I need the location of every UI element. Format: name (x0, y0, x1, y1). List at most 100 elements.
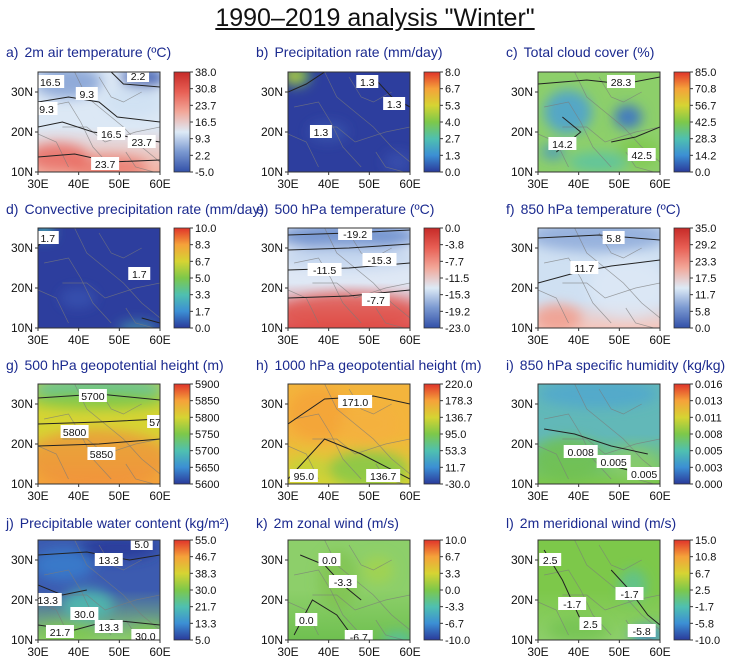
colorbar-tick-label: 56.7 (695, 100, 716, 112)
panel-title-7: g) 500 hPa geopotential height (m) (6, 357, 224, 373)
field-blob (382, 632, 410, 640)
contour-label: 14.2 (552, 139, 573, 151)
border-line (312, 282, 410, 299)
map-frame (37, 539, 161, 641)
contour-label-box (366, 469, 401, 482)
contour-label: -7.7 (367, 295, 385, 307)
panel-title-4: d) Convective precipitation rate (mm/day) (6, 201, 264, 217)
panel-letter: h) (256, 357, 269, 373)
contour-label-box (147, 415, 160, 428)
colorbar-tick-label: 6.7 (445, 84, 460, 96)
border-line (98, 76, 142, 103)
border-line (74, 384, 160, 475)
colorbar-tick-label: 0.0 (445, 585, 460, 597)
border-line (125, 463, 154, 484)
contour-label-box (615, 587, 644, 600)
border-line (538, 289, 569, 324)
y-tick-label: 10N (261, 477, 283, 491)
contour-line (611, 126, 660, 143)
panel-variable: 500 hPa geopotential height (m) (24, 357, 224, 373)
y-tick-label: 10N (261, 165, 283, 179)
panel-map-11: 0.0 -3.3 0.0 -6.7 30E 40E 50E 60E 10N 20N 30N 10.0 6… (261, 535, 470, 659)
y-tick-label: 20N (511, 593, 533, 607)
panel-map-9: 0.008 0.005 0.005 30E 40E 50E 60E 10N 20N 30N 0.01… (511, 379, 723, 503)
panel-variable: Precipitation rate (mm/day) (274, 44, 443, 60)
colorbar-tick-label: 0.016 (695, 379, 723, 391)
contour-label: -19.2 (343, 229, 367, 241)
colorbar-tick-label: 5850 (195, 396, 219, 408)
map-frame (37, 383, 161, 485)
colorbar-tick-label: -7.7 (445, 256, 464, 268)
colorbar-tick-label: -5.0 (195, 167, 214, 179)
y-tick-label: 30N (261, 241, 283, 255)
colorbar-tick-label: -10.0 (445, 635, 470, 647)
border-line (312, 438, 410, 455)
border-line (62, 594, 160, 611)
x-tick-label: 40E (568, 177, 589, 191)
colorbar-tick-label: 3.3 (195, 290, 210, 302)
field-blob (288, 72, 301, 81)
contour-label: 1.7 (132, 269, 147, 281)
border-line (288, 133, 319, 168)
x-tick-label: 60E (149, 645, 170, 659)
panel-map-6: 5.8 11.7 30E 40E 50E 60E 10N 20N 30N 35.0 29.2 23.3… (511, 223, 716, 347)
border-line (125, 151, 154, 172)
panel-title-11: k) 2m zonal wind (m/s) (256, 515, 399, 531)
colorbar-tick-label: 6.7 (195, 256, 210, 268)
border-line (74, 540, 160, 631)
contour-label-box (338, 228, 373, 240)
colorbar-tick-label: 29.2 (695, 240, 716, 252)
border-line (574, 384, 660, 475)
field-blob (614, 105, 642, 129)
contour-label-box (602, 231, 625, 244)
border-line (44, 257, 112, 324)
colorbar-tick-label: 220.0 (445, 379, 473, 391)
contour-label: 9.3 (39, 104, 54, 116)
colorbar-tick-label: -10.0 (695, 635, 720, 647)
y-tick-label: 30N (261, 397, 283, 411)
colorbar-tick-label: 136.7 (445, 412, 473, 424)
panel-variable: 1000 hPa geopotential height (m) (274, 357, 482, 373)
colorbar-tick-label: 0.0 (195, 323, 210, 335)
contour-line (110, 72, 160, 88)
contour-label: 13.3 (99, 622, 120, 634)
contour-label-box (318, 553, 341, 566)
field-blob (38, 549, 93, 581)
colorbar-tick-label: 6.7 (445, 552, 460, 564)
x-tick-label: 60E (399, 333, 420, 347)
map-frame (287, 383, 411, 485)
contour-label: -1.7 (620, 589, 638, 601)
y-tick-label: 30N (11, 85, 33, 99)
y-tick-label: 30N (511, 241, 533, 255)
y-tick-label: 20N (261, 125, 283, 139)
contour-label-box (127, 72, 150, 82)
x-tick-label: 50E (609, 177, 630, 191)
panel-variable: Total cloud cover (%) (523, 44, 655, 60)
panel-variable: 2m meridional wind (m/s) (519, 515, 677, 531)
contour-line (538, 234, 660, 241)
x-tick-label: 30E (527, 177, 548, 191)
field-blob (538, 304, 582, 328)
x-tick-label: 60E (149, 177, 170, 191)
colorbar-tick-label: 178.3 (445, 396, 473, 408)
contour-label-box (78, 389, 107, 402)
contour-label: 1.3 (387, 99, 402, 111)
contour-label: 5850 (90, 449, 114, 461)
panel-variable: 2m air temperature (ºC) (24, 44, 172, 60)
colorbar-tick-label: -5.8 (695, 618, 714, 630)
field-blob (538, 437, 602, 481)
field-blob (103, 86, 160, 118)
x-tick-label: 30E (527, 489, 548, 503)
x-tick-label: 50E (359, 489, 380, 503)
colorbar-tick-label: 5800 (195, 412, 219, 424)
contour-line (288, 438, 410, 480)
x-tick-label: 40E (568, 333, 589, 347)
colorbar-tick-label: 70.8 (695, 84, 716, 96)
panel-variable: 2m zonal wind (m/s) (273, 515, 399, 531)
y-tick-label: 10N (11, 165, 33, 179)
colorbar-tick-label: 11.7 (695, 290, 716, 302)
field-blob (60, 288, 96, 308)
contour-label-box (344, 630, 373, 640)
contour-label-box (38, 75, 65, 88)
